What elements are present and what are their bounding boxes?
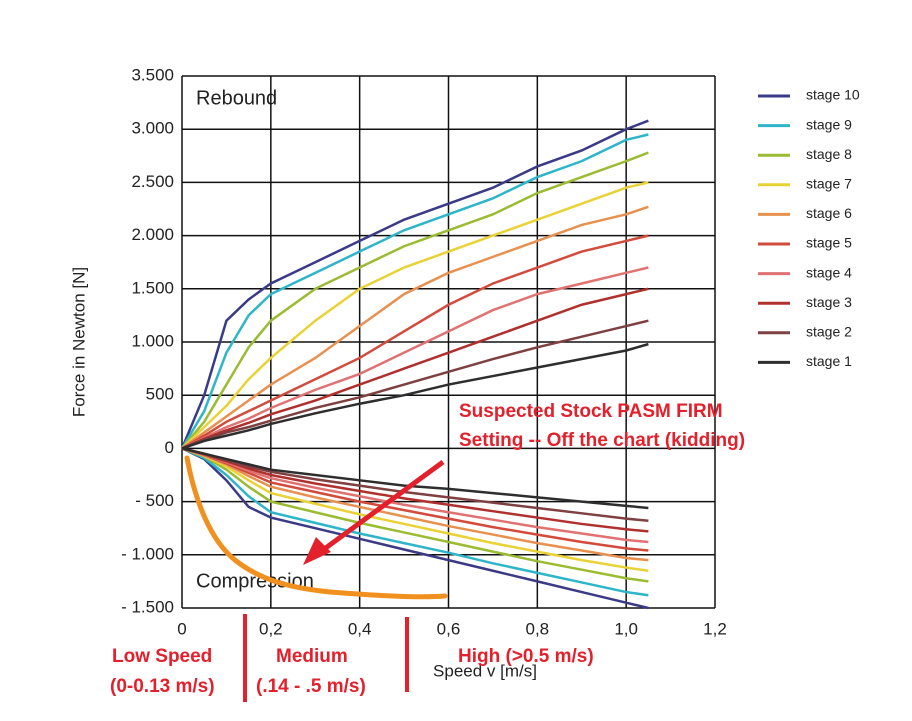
y-axis-label: Force in Newton [N] (69, 267, 88, 417)
compression-line (181, 447, 649, 510)
rebound-line (180, 119, 649, 449)
rebound-line (181, 205, 649, 450)
suspected-curve (184, 455, 448, 600)
x-tick-label: 0,2 (259, 619, 283, 638)
compression-line (181, 447, 649, 562)
legend-label: stage 5 (806, 235, 852, 251)
legend-label: stage 2 (806, 324, 852, 340)
y-tick-label: 1.500 (131, 278, 174, 297)
y-tick-label: - 1.000 (121, 544, 174, 563)
legend-label: stage 10 (806, 87, 860, 103)
annotation: Setting -- Off the chart (kidding) (459, 430, 745, 451)
y-tick-label: 500 (146, 385, 174, 404)
legend-label: stage 3 (806, 294, 852, 310)
plot-area: 3.500 3.000 2.500 2.000 1.500 1.000 500 0 - 500 -… (121, 65, 727, 638)
legend-label: stage 1 (806, 353, 852, 369)
compression-line (181, 447, 649, 610)
annotation: Suspected Stock PASM FIRM (459, 401, 723, 422)
arrow-shaft (310, 459, 445, 561)
rebound-line (180, 133, 649, 450)
arrow-head (303, 537, 331, 565)
annotation: High (>0.5 m/s) (458, 646, 594, 667)
x-tick-label: 1,0 (614, 619, 638, 638)
rebound-line (181, 266, 649, 450)
annotation: (.14 - .5 m/s) (256, 676, 366, 697)
rebound-line (181, 287, 649, 450)
rebound-line (181, 234, 649, 450)
rebound-line (181, 181, 649, 450)
rebound-line (181, 342, 649, 450)
y-tick-label: 0 (165, 438, 174, 457)
y-tick-label: 3.500 (131, 65, 174, 84)
legend-label: stage 7 (806, 176, 852, 192)
x-tick-label: 0,8 (526, 619, 550, 638)
legend-label: stage 8 (806, 146, 852, 162)
rebound-line (181, 319, 649, 450)
y-tick-label: - 1.500 (121, 597, 174, 616)
y-tick-label: 3.000 (131, 119, 174, 138)
annotation: Medium (276, 646, 348, 667)
y-tick-label: 2.000 (131, 225, 174, 244)
compression-line (181, 447, 649, 544)
compression-line (181, 447, 649, 583)
legend-label: stage 9 (806, 116, 852, 132)
rebound-line (181, 151, 649, 450)
x-tick-label: 0 (177, 619, 186, 638)
y-tick-label: - 500 (135, 491, 174, 510)
compression-line (181, 447, 649, 572)
annotation: (0-0.13 m/s) (110, 676, 215, 697)
x-tick-label: 0,4 (348, 619, 372, 638)
x-tick-label: 1,2 (703, 619, 727, 638)
x-tick-label: 0,6 (437, 619, 461, 638)
legend-label: stage 6 (806, 205, 852, 221)
compression-line (181, 447, 649, 597)
rebound-label: Rebound (196, 87, 277, 109)
y-tick-label: 2.500 (131, 172, 174, 191)
y-tick-label: 1.000 (131, 331, 174, 350)
annotation: Low Speed (112, 646, 212, 667)
x-axis-label: Speed v [m/s] (433, 661, 537, 680)
legend-label: stage 4 (806, 264, 852, 280)
